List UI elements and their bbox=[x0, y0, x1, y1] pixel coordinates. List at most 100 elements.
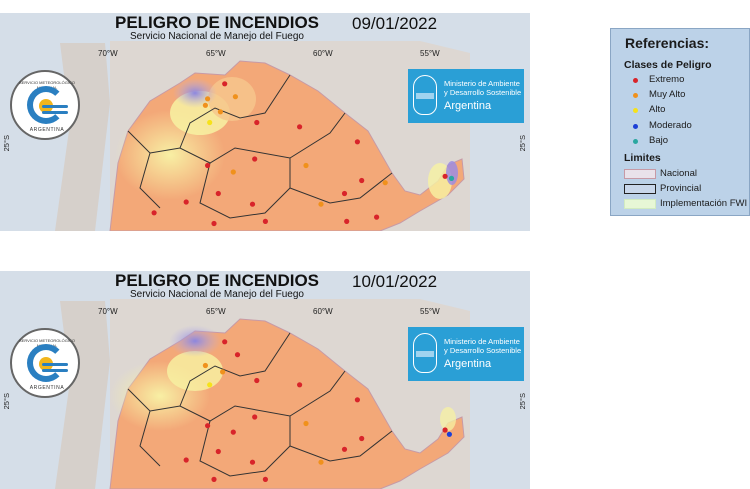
ministry-line-3: Argentina bbox=[444, 100, 492, 112]
wave-icon bbox=[42, 111, 68, 114]
lon-label: 70°W bbox=[98, 307, 118, 316]
legend-item-extremo: Extremo bbox=[649, 74, 685, 85]
legend-dot-extremo bbox=[633, 78, 638, 83]
station-marker-muy-alto bbox=[220, 369, 226, 375]
station-marker-muy-alto bbox=[217, 109, 223, 115]
station-marker-bajo bbox=[448, 175, 455, 181]
station-marker-muy-alto bbox=[382, 180, 388, 186]
fire-danger-map-1 bbox=[55, 41, 470, 231]
argentina-shield-icon bbox=[413, 75, 437, 115]
provincial-border bbox=[289, 430, 393, 462]
ministry-logo: Ministerio de Ambiente y Desarrollo Sost… bbox=[408, 69, 524, 123]
station-marker-extremo bbox=[341, 190, 348, 197]
station-marker-extremo bbox=[222, 81, 228, 87]
station-marker-extremo bbox=[211, 220, 217, 227]
map-subtitle: Servicio Nacional de Manejo del Fuego bbox=[130, 289, 304, 300]
smn-logo: SERVICIO METEOROLÓGICO NACIONAL ARGENTIN… bbox=[10, 70, 80, 140]
wave-icon bbox=[42, 363, 68, 366]
provincial-border bbox=[127, 130, 161, 209]
legend-swatch-fwi bbox=[624, 199, 656, 209]
station-marker-muy-alto bbox=[318, 201, 324, 207]
legend-item-moderado: Moderado bbox=[649, 120, 692, 131]
lon-label: 55°W bbox=[420, 49, 440, 58]
station-marker-extremo bbox=[354, 139, 360, 145]
station-marker-extremo bbox=[297, 124, 303, 130]
legend-dot-bajo bbox=[633, 139, 638, 144]
wave-icon bbox=[42, 369, 68, 372]
station-marker-extremo bbox=[205, 162, 211, 169]
lon-label: 70°W bbox=[98, 49, 118, 58]
lat-label: 25°S bbox=[2, 135, 11, 152]
station-marker-extremo bbox=[262, 218, 268, 224]
station-marker-extremo bbox=[354, 397, 360, 403]
smn-logo-ring bbox=[27, 86, 65, 124]
station-marker-extremo bbox=[205, 423, 211, 429]
station-marker-muy-alto bbox=[303, 162, 309, 169]
lat-label: 25°S bbox=[2, 393, 11, 410]
ministry-logo: Ministerio de Ambiente y Desarrollo Sost… bbox=[408, 327, 524, 381]
station-marker-extremo bbox=[359, 435, 365, 442]
lon-label: 60°W bbox=[313, 307, 333, 316]
station-marker-extremo bbox=[344, 218, 350, 224]
station-marker-extremo bbox=[359, 177, 365, 184]
station-marker-extremo bbox=[252, 414, 258, 420]
station-marker-moderado bbox=[446, 431, 452, 437]
map-subtitle: Servicio Nacional de Manejo del Fuego bbox=[130, 31, 304, 42]
station-marker-extremo bbox=[249, 201, 256, 207]
map-title: PELIGRO DE INCENDIOS bbox=[115, 13, 320, 32]
legend-dot-alto bbox=[633, 108, 638, 113]
map-panel-2: PELIGRO DE INCENDIOS 10/01/2022 Servicio… bbox=[0, 271, 530, 489]
map-legend: Referencias: Clases de Peligro Extremo M… bbox=[610, 28, 750, 216]
lat-label: 25°S bbox=[518, 393, 527, 410]
station-marker-extremo bbox=[252, 156, 258, 162]
station-marker-muy-alto bbox=[230, 169, 236, 175]
legend-swatch-provincial bbox=[624, 184, 656, 194]
legend-item-bajo: Bajo bbox=[649, 135, 669, 146]
station-marker-extremo bbox=[297, 382, 303, 388]
lon-label: 55°W bbox=[420, 307, 440, 316]
station-marker-extremo bbox=[183, 199, 189, 205]
station-marker-extremo bbox=[215, 190, 221, 197]
lon-label: 60°W bbox=[313, 49, 333, 58]
smn-logo-bottom-text: ARGENTINA bbox=[29, 127, 65, 133]
station-marker-muy-alto bbox=[202, 362, 208, 369]
station-marker-extremo bbox=[262, 476, 268, 482]
station-marker-muy-alto bbox=[303, 420, 309, 427]
station-marker-extremo bbox=[374, 214, 380, 220]
ministry-line-3: Argentina bbox=[444, 358, 492, 370]
station-markers-1 bbox=[151, 81, 455, 227]
station-marker-extremo bbox=[249, 459, 256, 465]
station-marker-extremo bbox=[341, 446, 348, 452]
chile-land bbox=[55, 43, 110, 231]
legend-dot-moderado bbox=[633, 124, 638, 129]
smn-logo: SERVICIO METEOROLÓGICO NACIONAL ARGENTIN… bbox=[10, 328, 80, 398]
argentina-shield-icon bbox=[413, 333, 437, 373]
provincial-border bbox=[179, 74, 291, 149]
map-title: PELIGRO DE INCENDIOS bbox=[115, 271, 320, 290]
provincial-border bbox=[199, 158, 291, 219]
legend-dot-muy-alto bbox=[633, 93, 638, 98]
station-marker-muy-alto bbox=[318, 459, 324, 465]
ministry-line-2: y Desarrollo Sostenible bbox=[444, 346, 522, 355]
station-marker-muy-alto bbox=[202, 102, 208, 108]
smn-logo-bottom-text: ARGENTINA bbox=[29, 385, 65, 391]
station-marker-extremo bbox=[222, 339, 228, 345]
station-marker-extremo bbox=[442, 173, 448, 179]
station-marker-extremo bbox=[254, 377, 260, 384]
station-marker-extremo bbox=[442, 427, 448, 433]
lat-label: 25°S bbox=[518, 135, 527, 152]
station-marker-alto bbox=[207, 382, 213, 388]
station-marker-extremo bbox=[234, 352, 241, 358]
ministry-line-1: Ministerio de Ambiente bbox=[444, 79, 520, 88]
legend-classes-title: Clases de Peligro bbox=[624, 59, 712, 71]
lon-label: 65°W bbox=[206, 307, 226, 316]
provincial-border bbox=[127, 388, 161, 467]
station-marker-extremo bbox=[183, 457, 189, 463]
legend-title: Referencias: bbox=[625, 35, 710, 51]
legend-item-provincial: Provincial bbox=[660, 183, 702, 194]
station-markers-2 bbox=[183, 339, 452, 482]
legend-item-fwi: Implementación FWI bbox=[660, 198, 748, 209]
station-marker-muy-alto bbox=[205, 96, 211, 102]
chile-land bbox=[55, 301, 110, 489]
ministry-line-2: y Desarrollo Sostenible bbox=[444, 88, 522, 97]
